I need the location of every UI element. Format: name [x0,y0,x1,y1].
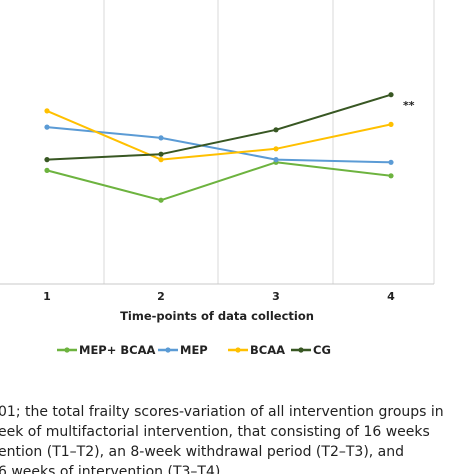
data-point [44,157,50,163]
legend-marker [64,347,70,353]
x-tick-label: 4 [387,290,395,303]
series-line-4 [46,93,392,161]
data-point [44,108,50,114]
caption-line-3: ention (T1–T2), an 8-week withdrawal per… [0,444,405,460]
x-tick-labels: 1 2 3 4 [43,290,395,303]
series-line-1 [46,161,392,202]
annotation-label: ** [403,99,415,112]
x-axis-title: Time-points of data collection [120,309,314,323]
chart-grid [103,0,435,284]
data-point [44,124,50,130]
legend-marker [235,347,241,353]
data-point [158,135,164,141]
data-point [388,173,394,179]
data-point [388,92,394,98]
legend-label: BCAA [250,343,285,357]
x-tick-label: 1 [43,290,51,303]
caption-line-4: 6 weeks of intervention (T3–T4). [0,464,225,474]
series-line-2 [46,126,392,164]
x-tick-label: 3 [272,290,280,303]
data-point [158,197,164,203]
data-point [273,157,279,163]
data-point [273,146,279,152]
data-point [158,151,164,157]
data-point [388,159,394,165]
legend-label: MEP+ BCAA [79,343,155,357]
figure-caption: 01; the total frailty scores-variation o… [0,398,474,474]
series-line-3 [46,109,392,161]
legend-label: CG [313,343,331,357]
line-chart: 1 2 3 4 ** Time-points of data collection M… [0,0,435,357]
data-point [158,157,164,163]
chart-legend: MEP+ BCAA MEP BCAA CG [57,343,331,357]
data-point [44,167,50,173]
caption-line-1: 01; the total frailty scores-variation o… [0,404,444,420]
series-points [44,92,394,203]
data-point [273,127,279,133]
legend-marker [298,347,304,353]
caption-line-2: eek of multifactorial intervention, that… [0,424,430,440]
legend-marker [165,347,171,353]
legend-label: MEP [180,343,208,357]
data-point [388,121,394,127]
series-lines [46,93,392,202]
x-tick-label: 2 [157,290,165,303]
